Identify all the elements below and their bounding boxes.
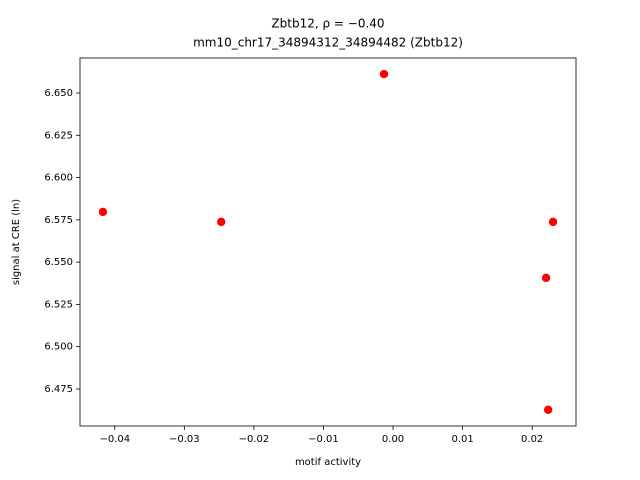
x-tick-label: −0.03 <box>169 434 200 445</box>
x-tick-label: −0.02 <box>239 434 270 445</box>
y-tick-label: 6.650 <box>44 88 73 99</box>
y-axis-label: signal at CRE (ln) <box>11 199 22 285</box>
y-tick-label: 6.475 <box>44 384 73 395</box>
data-point <box>217 217 226 227</box>
data-point <box>541 273 551 283</box>
chart-title: Zbtb12, ρ = −0.40 <box>271 17 384 31</box>
x-tick-label: 0.02 <box>521 434 543 445</box>
data-point <box>543 405 553 414</box>
x-axis-label: motif activity <box>295 457 361 468</box>
y-tick-label: 6.500 <box>44 342 73 353</box>
plot-frame <box>79 57 577 427</box>
y-tick-label: 6.625 <box>44 130 73 141</box>
x-tick-label: −0.01 <box>308 434 339 445</box>
data-point <box>379 69 389 79</box>
data-point <box>98 207 108 217</box>
y-tick-label: 6.600 <box>44 173 73 184</box>
x-tick-label: −0.04 <box>99 434 130 445</box>
y-tick-label: 6.525 <box>44 299 73 310</box>
data-point <box>548 217 558 227</box>
y-tick-label: 6.575 <box>44 215 73 226</box>
y-tick-label: 6.550 <box>44 257 73 268</box>
x-tick-label: 0.00 <box>382 434 404 445</box>
x-tick-label: 0.01 <box>451 434 473 445</box>
chart-subtitle: mm10_chr17_34894312_34894482 (Zbtb12) <box>193 36 463 50</box>
